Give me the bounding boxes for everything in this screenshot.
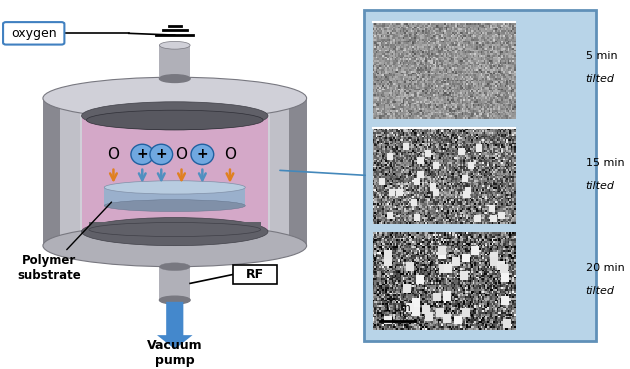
Bar	[89, 222, 261, 230]
Bar	[81, 116, 268, 232]
Ellipse shape	[191, 144, 214, 165]
Ellipse shape	[43, 77, 307, 119]
Ellipse shape	[159, 41, 190, 49]
Ellipse shape	[86, 110, 263, 130]
Text: O: O	[224, 147, 236, 162]
Text: O: O	[108, 147, 120, 162]
Ellipse shape	[81, 102, 268, 130]
FancyBboxPatch shape	[233, 265, 277, 283]
Ellipse shape	[131, 144, 154, 165]
Ellipse shape	[150, 144, 173, 165]
Ellipse shape	[81, 218, 268, 246]
Text: O: O	[176, 147, 188, 162]
Ellipse shape	[89, 223, 261, 237]
Text: tilted: tilted	[586, 181, 615, 191]
FancyArrow shape	[157, 302, 193, 349]
Bar	[43, 98, 60, 246]
Text: tilted: tilted	[586, 286, 615, 296]
Text: tilted: tilted	[586, 74, 615, 84]
Ellipse shape	[159, 296, 190, 304]
Bar	[60, 98, 80, 246]
Ellipse shape	[159, 75, 190, 83]
FancyBboxPatch shape	[364, 10, 596, 341]
Bar	[159, 45, 190, 79]
Text: +: +	[197, 148, 208, 161]
Bar	[374, 128, 515, 223]
Text: 1 μm: 1 μm	[384, 303, 411, 313]
Bar	[289, 98, 307, 246]
Ellipse shape	[43, 225, 307, 267]
Bar	[270, 98, 289, 246]
Text: oxygen: oxygen	[11, 27, 57, 40]
Text: 15 min: 15 min	[586, 158, 624, 168]
Ellipse shape	[104, 200, 245, 211]
Bar	[104, 187, 245, 206]
Bar	[374, 22, 515, 118]
Text: Vacuum
pump: Vacuum pump	[147, 339, 203, 367]
Ellipse shape	[159, 263, 190, 270]
Text: 5 min: 5 min	[586, 51, 617, 61]
Text: +: +	[156, 148, 167, 161]
Text: RF: RF	[246, 268, 264, 280]
Bar	[80, 98, 270, 246]
Bar	[374, 233, 515, 329]
Text: Polymer
substrate: Polymer substrate	[17, 202, 112, 282]
Bar	[159, 267, 190, 300]
Text: +: +	[137, 148, 148, 161]
FancyBboxPatch shape	[3, 22, 64, 45]
Text: 20 min: 20 min	[586, 263, 624, 273]
Ellipse shape	[104, 181, 245, 194]
